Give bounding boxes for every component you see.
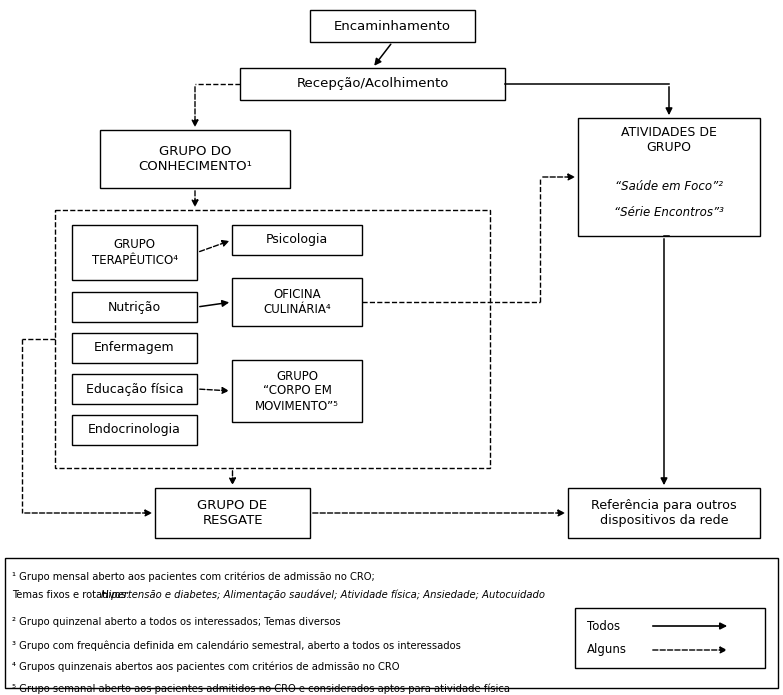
Text: GRUPO DE
RESGATE: GRUPO DE RESGATE [197, 499, 268, 527]
Bar [575, 608, 765, 668]
Bar [568, 488, 760, 538]
Text: Referência para outros
dispositivos da rede: Referência para outros dispositivos da r… [591, 499, 737, 527]
Bar [240, 68, 505, 100]
Bar [72, 415, 197, 445]
Bar [155, 488, 310, 538]
Text: GRUPO
“CORPO EM
MOVIMENTO”⁵: GRUPO “CORPO EM MOVIMENTO”⁵ [255, 370, 339, 413]
Text: Nutrição: Nutrição [108, 300, 161, 313]
Text: ³ Grupo com frequência definida em calendário semestral, aberto a todos os inter: ³ Grupo com frequência definida em calen… [12, 640, 461, 651]
Bar [72, 292, 197, 322]
Text: ⁵ Grupo semanal aberto aos pacientes admitidos no CRO e considerados aptos para : ⁵ Grupo semanal aberto aos pacientes adm… [12, 684, 510, 694]
Bar [232, 225, 362, 255]
Bar [232, 360, 362, 422]
Text: Recepção/Acolhimento: Recepção/Acolhimento [296, 78, 449, 90]
Text: ¹ Grupo mensal aberto aos pacientes com critérios de admissão no CRO;: ¹ Grupo mensal aberto aos pacientes com … [12, 572, 375, 582]
Bar [100, 130, 290, 188]
Bar [310, 10, 475, 42]
Bar [578, 118, 760, 236]
Bar [72, 225, 197, 280]
Text: GRUPO
TERAPÊUTICO⁴: GRUPO TERAPÊUTICO⁴ [92, 238, 178, 266]
Text: ² Grupo quinzenal aberto a todos os interessados; Temas diversos: ² Grupo quinzenal aberto a todos os inte… [12, 617, 341, 627]
Text: Enfermagem: Enfermagem [94, 341, 175, 354]
Text: Psicologia: Psicologia [266, 234, 328, 247]
Bar [72, 333, 197, 363]
Text: GRUPO DO
CONHECIMENTO¹: GRUPO DO CONHECIMENTO¹ [138, 145, 252, 173]
Text: OFICINA
CULINÁRIA⁴: OFICINA CULINÁRIA⁴ [263, 288, 330, 316]
Text: Todos: Todos [587, 619, 620, 632]
Bar [5, 558, 778, 688]
Text: Educação física: Educação física [85, 382, 183, 395]
Text: “Série Encontros”³: “Série Encontros”³ [614, 206, 724, 220]
Text: ATIVIDADES DE
GRUPO: ATIVIDADES DE GRUPO [621, 126, 717, 154]
Bar [232, 278, 362, 326]
Bar [72, 374, 197, 404]
Text: Hipertensão e diabetes; Alimentação saudável; Atividade física; Ansiedade; Autoc: Hipertensão e diabetes; Alimentação saud… [101, 590, 545, 600]
Text: Encaminhamento: Encaminhamento [334, 19, 451, 33]
Text: “Saúde em Foco”²: “Saúde em Foco”² [615, 179, 723, 193]
Text: ⁴ Grupos quinzenais abertos aos pacientes com critérios de admissão no CRO: ⁴ Grupos quinzenais abertos aos paciente… [12, 662, 399, 673]
Text: Temas fixos e rotativos:: Temas fixos e rotativos: [12, 590, 132, 600]
Text: Endocrinologia: Endocrinologia [88, 423, 181, 436]
Text: Alguns: Alguns [587, 644, 627, 657]
Bar [55, 210, 490, 468]
